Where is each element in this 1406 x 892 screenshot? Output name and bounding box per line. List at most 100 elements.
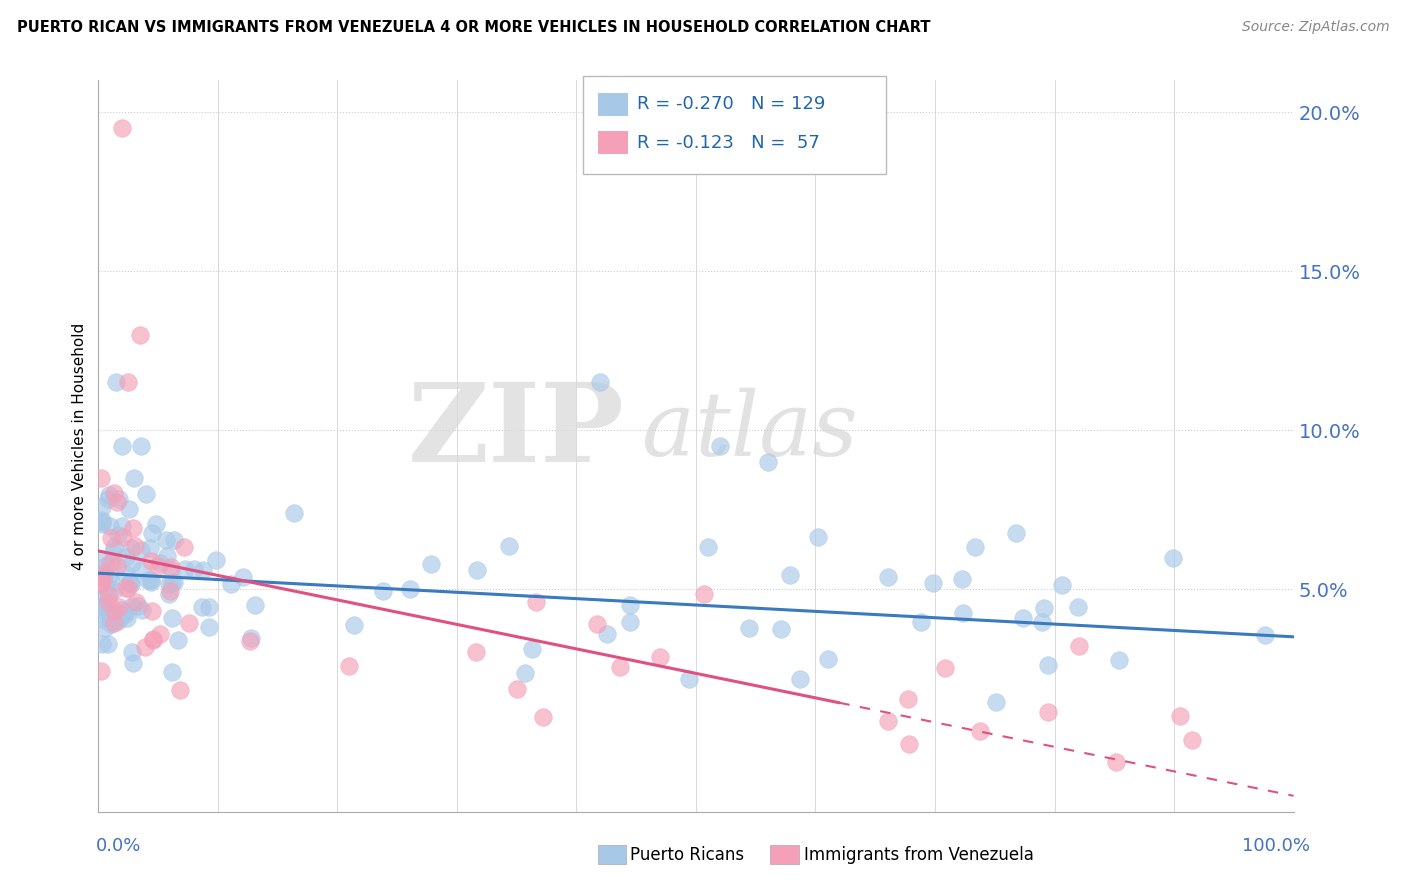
Point	[159, 583, 181, 598]
Point	[156, 549, 179, 563]
Point	[98, 608, 121, 623]
Point	[108, 491, 131, 506]
Point	[103, 616, 125, 631]
Point	[105, 559, 128, 574]
Point	[465, 644, 488, 658]
Point	[97, 595, 120, 609]
Point	[111, 439, 134, 453]
Point	[1108, 653, 1130, 667]
Point	[94, 559, 117, 574]
Point	[193, 563, 215, 577]
Point	[934, 661, 956, 675]
Point	[101, 612, 124, 626]
Point	[219, 577, 242, 591]
Point	[897, 691, 920, 706]
Point	[100, 556, 122, 570]
Point	[110, 611, 132, 625]
Point	[950, 572, 973, 586]
Point	[118, 576, 141, 591]
Point	[107, 599, 129, 614]
Point	[190, 599, 212, 614]
Point	[111, 120, 134, 135]
Point	[789, 672, 811, 686]
Point	[678, 673, 700, 687]
Text: PUERTO RICAN VS IMMIGRANTS FROM VENEZUELA 4 OR MORE VEHICLES IN HOUSEHOLD CORREL: PUERTO RICAN VS IMMIGRANTS FROM VENEZUEL…	[17, 20, 931, 35]
Point	[898, 737, 921, 751]
Point	[114, 581, 136, 595]
Point	[876, 570, 898, 584]
Point	[105, 376, 128, 390]
Point	[174, 562, 197, 576]
Point	[157, 576, 180, 591]
Point	[94, 621, 117, 635]
Point	[100, 616, 122, 631]
Point	[1033, 600, 1056, 615]
Point	[122, 521, 145, 535]
Point	[1067, 600, 1090, 615]
Text: R = -0.123   N =  57: R = -0.123 N = 57	[637, 134, 820, 152]
Point	[117, 581, 139, 595]
Point	[114, 605, 136, 619]
Point	[239, 633, 262, 648]
Point	[240, 631, 263, 645]
Point	[160, 575, 183, 590]
Point	[1012, 611, 1035, 625]
Point	[141, 574, 163, 588]
Point	[90, 576, 112, 591]
Point	[105, 495, 128, 509]
Point	[103, 485, 125, 500]
Point	[619, 615, 641, 629]
Point	[1031, 615, 1053, 630]
Point	[167, 632, 190, 647]
Point	[609, 660, 631, 674]
Point	[965, 541, 987, 555]
Point	[136, 573, 159, 587]
Point	[160, 611, 183, 625]
Point	[1105, 755, 1128, 769]
Point	[98, 607, 121, 622]
Point	[159, 563, 181, 577]
Point	[142, 632, 165, 647]
Point	[134, 640, 156, 655]
Point	[155, 533, 177, 548]
Point	[112, 530, 135, 544]
Point	[118, 502, 141, 516]
Point	[103, 555, 125, 569]
Point	[141, 526, 163, 541]
Point	[737, 621, 759, 635]
Point	[121, 645, 143, 659]
Point	[122, 656, 145, 670]
Point	[98, 519, 121, 533]
Y-axis label: 4 or more Vehicles in Household: 4 or more Vehicles in Household	[72, 322, 87, 570]
Point	[163, 533, 186, 547]
Point	[97, 588, 120, 602]
Point	[114, 566, 136, 581]
Point	[163, 575, 186, 590]
Point	[1161, 550, 1184, 565]
Point	[111, 519, 134, 533]
Point	[129, 543, 152, 558]
Point	[97, 572, 120, 586]
Point	[131, 564, 153, 578]
Point	[124, 471, 146, 485]
Point	[91, 612, 114, 626]
Point	[1168, 709, 1191, 723]
Point	[1181, 733, 1204, 747]
Point	[159, 560, 181, 574]
Point	[169, 683, 191, 698]
Point	[139, 554, 162, 568]
Point	[650, 649, 672, 664]
Point	[619, 598, 641, 612]
Point	[506, 682, 529, 697]
Point	[343, 617, 366, 632]
Point	[524, 595, 547, 609]
Point	[91, 568, 114, 582]
Point	[779, 568, 801, 582]
Point	[589, 376, 612, 390]
Point	[969, 724, 991, 739]
Point	[586, 617, 609, 632]
Point	[125, 595, 148, 609]
Point	[91, 636, 114, 650]
Point	[769, 622, 792, 636]
Point	[94, 606, 117, 620]
